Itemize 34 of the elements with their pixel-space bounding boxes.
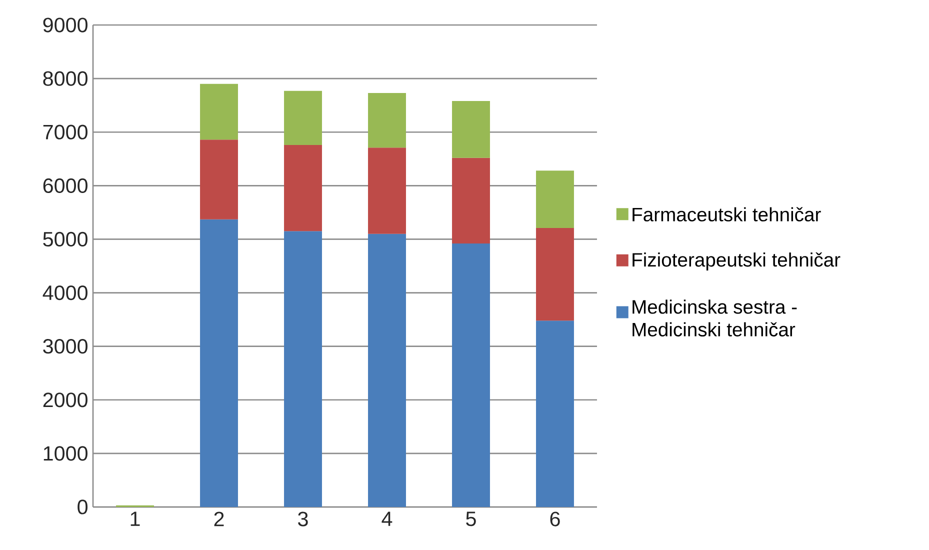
x-tick-label: 1	[130, 512, 140, 526]
y-tick-label: 4000	[42, 285, 88, 300]
bar	[536, 170, 574, 228]
y-tick-label: 7000	[43, 124, 88, 140]
bar	[536, 228, 574, 321]
bar	[284, 90, 322, 145]
y-tick-label: 1000	[44, 446, 88, 461]
x-tick-label: 6	[550, 512, 560, 526]
y-tick-label: 5000	[43, 232, 88, 247]
y-tick-label: 8000	[43, 71, 88, 86]
bar	[200, 84, 238, 140]
bar	[452, 244, 490, 507]
bar	[368, 148, 406, 234]
bar	[284, 231, 322, 507]
bar	[452, 101, 490, 158]
x-tick-label: 4	[382, 512, 392, 526]
x-tick-label: 5	[466, 512, 476, 526]
bar	[200, 140, 238, 220]
legend-label: Farmaceutski tehničar	[632, 207, 821, 222]
y-tick-label: 0	[78, 500, 88, 514]
y-tick-label: 6000	[43, 178, 88, 193]
x-tick-label: 2	[214, 512, 224, 526]
y-tick-label: 3000	[43, 339, 88, 354]
bar	[536, 320, 574, 507]
bar	[368, 234, 406, 507]
bar	[452, 158, 490, 244]
bar	[368, 93, 406, 148]
y-tick-label: 9000	[43, 18, 88, 32]
legend-label: Medicinska sestra - Medicinski tehničar	[632, 300, 797, 336]
bar	[200, 219, 238, 507]
bar	[284, 144, 322, 232]
legend-label: Fizioterapeutski tehničar	[632, 252, 840, 271]
y-tick-label: 2000	[43, 392, 88, 408]
x-tick-label: 3	[298, 512, 308, 526]
